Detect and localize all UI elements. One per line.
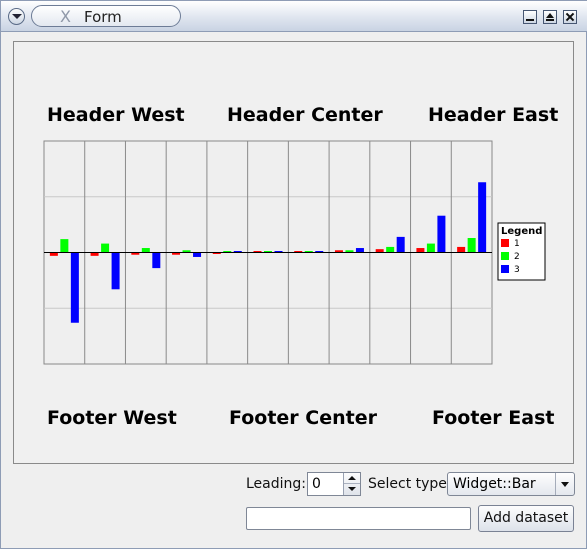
bar-series-1-cat-1 (49, 252, 58, 256)
bar-series-2-cat-10 (426, 243, 435, 253)
title-bar[interactable]: X Form (1, 1, 587, 32)
bar-series-2-cat-3 (141, 248, 150, 253)
bar-series-3-cat-4 (193, 252, 202, 257)
close-icon[interactable] (563, 10, 577, 24)
bar-series-2-cat-2 (101, 243, 110, 253)
header-east: Header East (428, 104, 559, 126)
bar-series-2-cat-1 (60, 239, 69, 253)
spin-up-icon[interactable] (344, 473, 360, 484)
bar-series-1-cat-5 (212, 252, 221, 254)
bar-series-3-cat-9 (396, 236, 405, 253)
chevron-down-icon[interactable] (8, 8, 25, 25)
add-dataset-button[interactable]: Add dataset (478, 505, 574, 532)
maximize-icon[interactable] (543, 10, 557, 24)
bar-series-2-cat-5 (223, 251, 232, 253)
bar-series-3-cat-2 (111, 252, 120, 290)
select-type-value[interactable]: Widget::Bar (453, 476, 536, 492)
bar-series-1-cat-2 (90, 252, 99, 256)
window-title: Form (84, 8, 122, 26)
chart-frame: Header West Header Center Header East Le… (13, 41, 574, 464)
bar-series-1-cat-8 (334, 250, 343, 253)
legend-title: Legend (501, 226, 542, 237)
bar-series-1-cat-11 (457, 246, 466, 253)
bar-series-1-cat-7 (294, 251, 303, 253)
leading-spinbox[interactable]: 0 (307, 472, 361, 496)
bar-series-3-cat-3 (152, 252, 161, 269)
chevron-down-icon[interactable] (555, 473, 574, 495)
bar-series-2-cat-7 (304, 251, 313, 253)
spin-arrows[interactable] (343, 473, 360, 495)
bar-series-2-cat-8 (345, 250, 354, 253)
footer-east: Footer East (432, 407, 555, 429)
leading-label: Leading: (246, 476, 306, 492)
bar-series-2-cat-4 (182, 250, 191, 253)
bar-series-3-cat-10 (437, 215, 446, 253)
legend-label-1: 1 (514, 239, 520, 249)
bar-series-3-cat-5 (233, 251, 242, 253)
x-logo-icon: X (60, 7, 71, 26)
bar-series-3-cat-7 (315, 251, 324, 253)
window-title-pill[interactable]: X Form (31, 5, 181, 27)
legend-label-3: 3 (514, 265, 520, 275)
bar-series-1-cat-10 (416, 248, 425, 253)
bar-series-1-cat-4 (172, 252, 181, 255)
bar-series-3-cat-8 (355, 248, 364, 253)
legend-swatch-1 (501, 239, 509, 247)
header-center: Header Center (227, 104, 383, 126)
footer-center: Footer Center (229, 407, 377, 429)
bar-series-2-cat-11 (467, 238, 476, 253)
spin-down-icon[interactable] (344, 484, 360, 495)
footer-west: Footer West (47, 407, 177, 429)
bar-series-3-cat-11 (478, 182, 487, 253)
bar-series-3-cat-6 (274, 251, 283, 253)
dataset-input[interactable] (246, 507, 471, 530)
bar-chart: Legend 1 2 3 (43, 140, 546, 365)
bar-series-1-cat-9 (375, 249, 384, 253)
legend-box (497, 222, 546, 281)
legend-swatch-2 (501, 252, 509, 260)
minimize-icon[interactable] (523, 10, 537, 24)
select-type-dropdown[interactable]: Widget::Bar (447, 472, 575, 496)
bar-series-1-cat-3 (131, 252, 140, 255)
leading-value[interactable]: 0 (312, 476, 321, 492)
select-type-label: Select type: (368, 476, 452, 492)
bar-series-2-cat-9 (386, 246, 395, 253)
bar-series-2-cat-6 (264, 251, 272, 253)
bar-series-1-cat-6 (253, 251, 262, 253)
header-west: Header West (47, 104, 185, 126)
legend-label-2: 2 (514, 252, 520, 262)
bar-series-3-cat-1 (70, 252, 79, 323)
legend-swatch-3 (501, 265, 509, 273)
